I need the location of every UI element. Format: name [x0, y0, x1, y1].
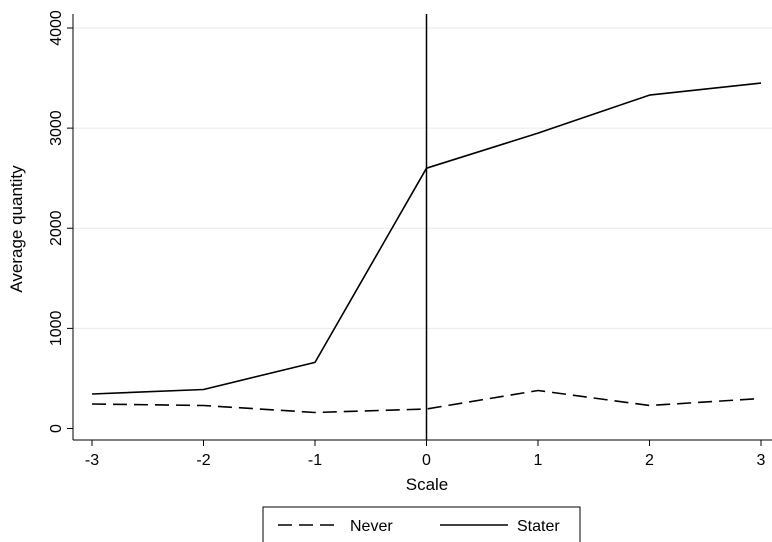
x-tick-label: 2 — [645, 452, 654, 469]
legend-label-never: Never — [350, 518, 393, 535]
x-axis-title: Scale — [406, 475, 449, 494]
series-line-stater — [91, 82, 762, 395]
y-tick-label: 1000 — [48, 310, 65, 346]
x-tick-label: -2 — [196, 452, 210, 469]
x-tick-label: -3 — [85, 452, 99, 469]
axes — [72, 14, 772, 441]
y-tick-label: 4000 — [48, 10, 65, 46]
series-line-never — [91, 389, 762, 414]
x-tick-label: -1 — [308, 452, 322, 469]
legend-label-stater: Stater — [517, 518, 560, 535]
x-tick-label: 0 — [422, 452, 431, 469]
grid-lines — [73, 27, 772, 329]
x-tick-label: 1 — [534, 452, 543, 469]
y-tick-label: 0 — [48, 424, 65, 433]
y-tick-labels: 0 1000 2000 3000 4000 — [48, 10, 73, 433]
legend: Never Stater — [262, 506, 581, 542]
y-axis-title: Average quantity — [7, 165, 26, 293]
legend-box — [262, 506, 581, 542]
x-tick-labels: -3 -2 -1 0 1 2 3 — [85, 440, 766, 469]
y-tick-label: 3000 — [48, 110, 65, 146]
y-tick-label: 2000 — [48, 210, 65, 246]
series-lines — [91, 82, 762, 414]
x-tick-label: 3 — [757, 452, 766, 469]
